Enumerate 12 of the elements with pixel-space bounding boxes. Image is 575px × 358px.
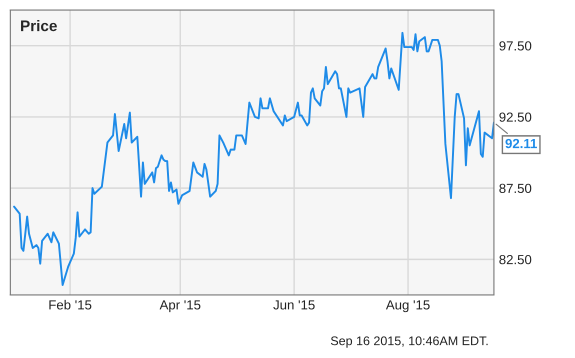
- y-tick-label: 97.50: [499, 41, 532, 51]
- text: Price: [21, 20, 57, 32]
- line-series: [13, 32, 494, 286]
- annotation: 92.11: [505, 138, 537, 148]
- x-tick-label: Aug '15: [386, 300, 430, 312]
- x-tick-label: Jun '15: [273, 300, 315, 310]
- y-tick-label: 87.50: [499, 184, 532, 194]
- y-tick-label: 92.50: [499, 112, 532, 122]
- text: Sep 16 2015, 10:46AM EDT.: [330, 336, 488, 348]
- x-tick-label: Apr '15: [160, 300, 200, 312]
- x-tick-label: Feb '15: [49, 300, 92, 310]
- y-tick-label: 82.50: [499, 254, 532, 264]
